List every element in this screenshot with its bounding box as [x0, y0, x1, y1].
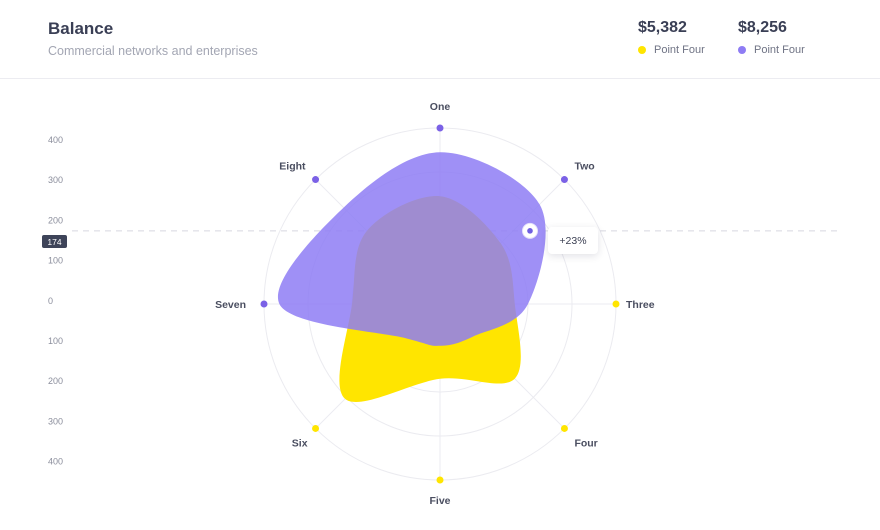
y-tick-label: 400: [48, 457, 63, 467]
legend-item[interactable]: Point Four: [738, 44, 805, 56]
axis-dot: [436, 476, 444, 484]
legend-dot-icon: [638, 46, 646, 54]
y-tick-label: 200: [48, 376, 63, 386]
legend-dot-icon: [738, 46, 746, 54]
axis-dot: [560, 424, 568, 432]
y-highlight-badge: 174: [42, 235, 67, 248]
legend-label: Point Four: [754, 44, 805, 56]
legend-item[interactable]: Point Four: [638, 44, 705, 56]
legend-label: Point Four: [654, 44, 705, 56]
radar-chart: 400 300 200 100 0 100 200 300 400 One Two Three Four…: [48, 101, 838, 507]
y-tick-label: 0: [48, 296, 53, 306]
axis-dot: [612, 300, 620, 308]
stat-value: $8,256: [738, 19, 787, 36]
axis-dot: [312, 176, 320, 184]
y-tick-label: 100: [48, 336, 63, 346]
axis-dot: [436, 124, 444, 132]
stat-value: $5,382: [638, 19, 687, 36]
axis-label-two: Two: [574, 161, 594, 173]
y-tick-label: 300: [48, 416, 63, 426]
axis-dot: [260, 300, 268, 308]
axis-dot: [312, 424, 320, 432]
y-tick-label: 100: [48, 256, 63, 266]
axis-dot: [560, 176, 568, 184]
series-area-purple: [277, 152, 546, 346]
header: Balance Commercial networks and enterpri…: [0, 0, 880, 79]
y-tick-label: 300: [48, 175, 63, 185]
axis-label-five: Five: [429, 495, 450, 507]
axis-label-six: Six: [292, 437, 308, 449]
tooltip: +23%: [548, 227, 598, 254]
axis-label-three: Three: [626, 299, 655, 311]
page-title: Balance: [48, 19, 114, 38]
y-tick-label: 400: [48, 135, 63, 145]
axis-label-eight: Eight: [279, 161, 306, 173]
page-subtitle: Commercial networks and enterprises: [48, 44, 258, 58]
axis-label-seven: Seven: [215, 299, 246, 311]
y-tick-label: 200: [48, 215, 63, 225]
stat-point-four-yellow: $5,382 Point Four: [638, 19, 705, 56]
axis-label-one: One: [430, 101, 451, 113]
highlight-marker-dot: [527, 228, 533, 234]
axis-label-four: Four: [574, 437, 597, 449]
stat-point-four-purple: $8,256 Point Four: [738, 19, 805, 56]
